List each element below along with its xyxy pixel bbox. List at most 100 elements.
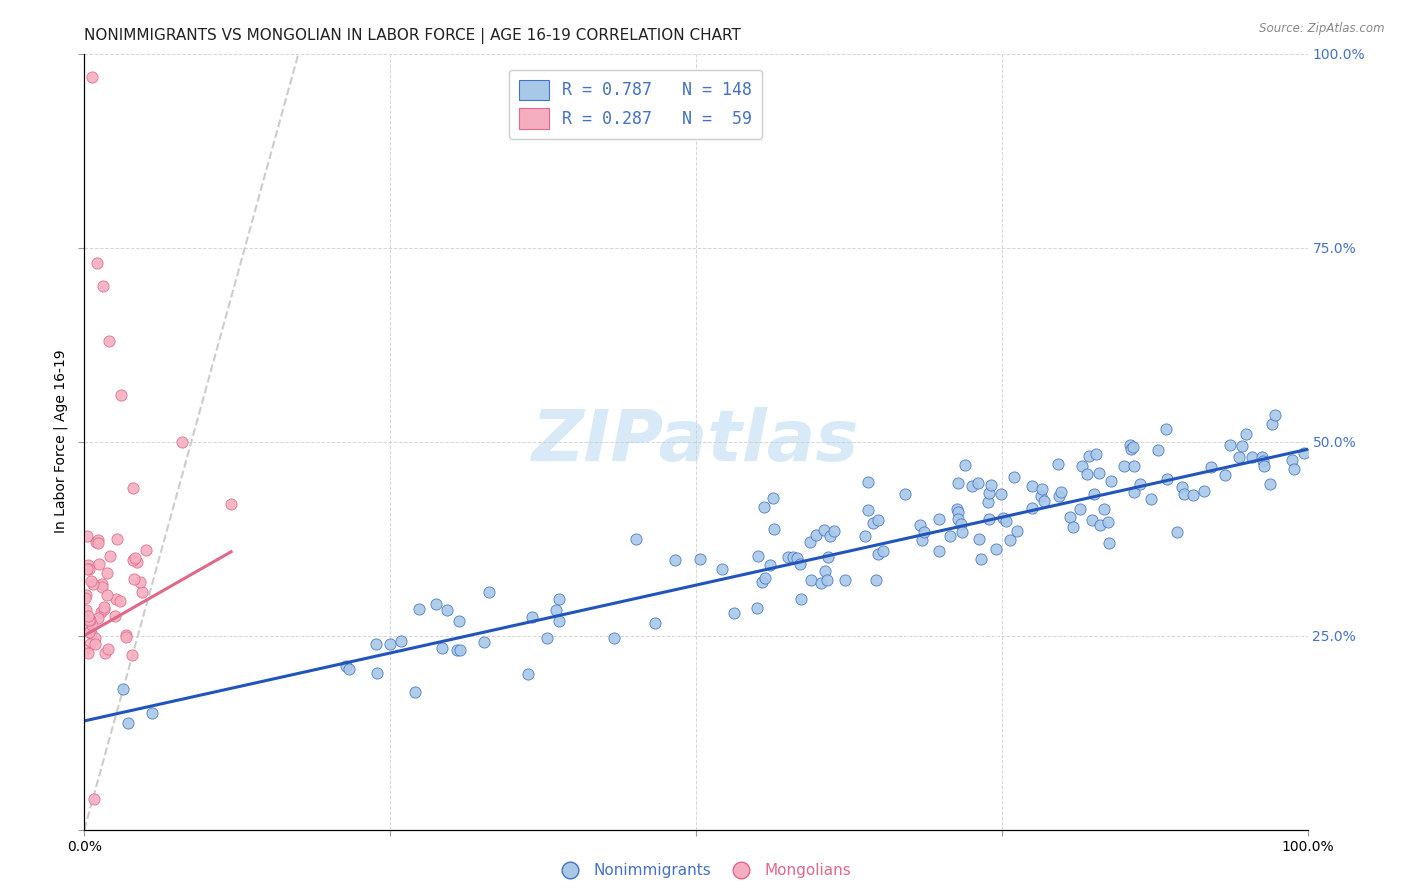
Point — [1253, 458, 1275, 473]
Point — [1002, 470, 1025, 484]
Point — [93, 602, 115, 616]
Point — [544, 603, 567, 617]
Point — [112, 682, 135, 697]
Point — [1181, 488, 1204, 502]
Point — [100, 549, 122, 563]
Point — [366, 665, 388, 680]
Point — [110, 593, 132, 607]
Point — [723, 606, 745, 620]
Point — [1098, 536, 1121, 550]
Point — [86, 611, 108, 625]
Point — [998, 533, 1021, 548]
Point — [1021, 479, 1043, 493]
Point — [950, 525, 973, 540]
Point — [105, 592, 128, 607]
Point — [1031, 482, 1053, 496]
Point — [834, 574, 856, 588]
Point — [94, 646, 117, 660]
Point — [335, 659, 357, 673]
Point — [1119, 442, 1142, 456]
Point — [478, 585, 501, 599]
Point — [813, 523, 835, 537]
Point — [1070, 458, 1092, 473]
Point — [1097, 515, 1119, 529]
Point — [135, 543, 157, 558]
Point — [1146, 443, 1168, 458]
Point — [946, 475, 969, 490]
Point — [79, 562, 101, 576]
Point — [90, 605, 112, 619]
Point — [759, 558, 782, 573]
Point — [778, 550, 800, 565]
Point — [472, 635, 495, 649]
Point — [1088, 466, 1111, 480]
Point — [446, 643, 468, 657]
Point — [977, 486, 1000, 500]
Point — [1294, 446, 1316, 460]
Point — [644, 615, 666, 630]
Point — [823, 524, 845, 538]
Legend: Nonimmigrants, Mongolians: Nonimmigrants, Mongolians — [548, 857, 858, 884]
Point — [664, 553, 686, 567]
Point — [980, 478, 1002, 492]
Point — [517, 666, 540, 681]
Point — [115, 628, 138, 642]
Point — [762, 491, 785, 505]
Point — [96, 588, 118, 602]
Point — [868, 547, 890, 561]
Point — [1122, 458, 1144, 473]
Point — [115, 630, 138, 644]
Point — [994, 514, 1017, 528]
Point — [110, 388, 132, 402]
Point — [894, 487, 917, 501]
Point — [710, 562, 733, 576]
Point — [1230, 439, 1253, 453]
Point — [172, 434, 194, 449]
Point — [745, 601, 768, 615]
Point — [80, 574, 103, 588]
Point — [815, 573, 838, 587]
Point — [789, 557, 811, 571]
Point — [1005, 524, 1028, 538]
Point — [1032, 493, 1054, 508]
Point — [603, 631, 626, 645]
Point — [1170, 480, 1192, 494]
Point — [1122, 440, 1144, 454]
Point — [814, 564, 837, 578]
Point — [122, 572, 145, 586]
Point — [1281, 453, 1303, 467]
Point — [73, 643, 96, 657]
Point — [1129, 476, 1152, 491]
Point — [862, 516, 884, 531]
Point — [1059, 509, 1081, 524]
Point — [868, 513, 890, 527]
Point — [872, 543, 894, 558]
Text: ZIPatlas: ZIPatlas — [533, 407, 859, 476]
Point — [1078, 449, 1101, 463]
Point — [953, 458, 976, 472]
Point — [121, 648, 143, 663]
Point — [865, 573, 887, 587]
Point — [87, 535, 110, 549]
Point — [1062, 520, 1084, 534]
Point — [131, 585, 153, 599]
Point — [977, 512, 1000, 526]
Point — [77, 609, 100, 624]
Point — [948, 512, 970, 526]
Point — [1264, 408, 1286, 422]
Point — [1253, 454, 1275, 468]
Point — [141, 706, 163, 720]
Point — [1241, 450, 1264, 465]
Point — [548, 592, 571, 607]
Point — [810, 576, 832, 591]
Point — [79, 626, 101, 640]
Point — [790, 592, 813, 607]
Point — [908, 518, 931, 533]
Point — [1080, 512, 1102, 526]
Point — [1069, 502, 1091, 516]
Point — [751, 574, 773, 589]
Point — [1099, 474, 1122, 488]
Point — [977, 495, 1000, 509]
Point — [93, 600, 115, 615]
Point — [404, 685, 426, 699]
